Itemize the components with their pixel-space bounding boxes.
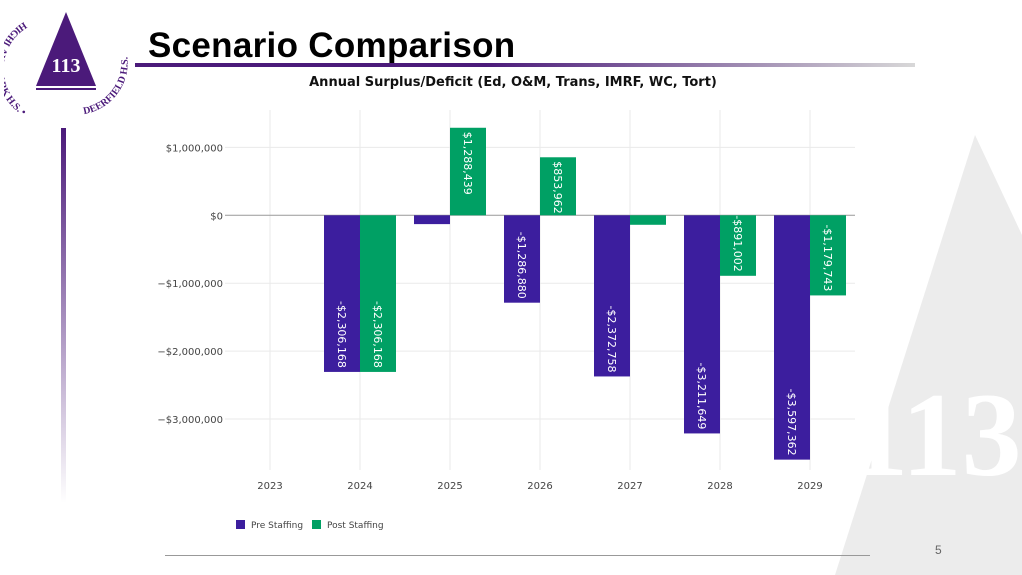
bar-post-staffing [630, 215, 666, 225]
bar-post-staffing [450, 127, 486, 216]
bar-data-label: -$2,306,168 [335, 301, 348, 368]
legend-label: Post Staffing [327, 521, 384, 531]
bar-data-label: $1,288,439 [461, 132, 474, 195]
bar-pre-staffing [774, 215, 810, 460]
bar-post-staffing [540, 157, 576, 216]
y-tick-label: −$2,000,000 [157, 347, 223, 358]
title-underline [135, 63, 915, 67]
slide-title: Scenario Comparison [148, 26, 516, 65]
bar-data-label: -$3,597,362 [785, 389, 798, 456]
page-number: 5 [935, 543, 942, 557]
x-tick-label: 2024 [347, 481, 372, 492]
x-tick-label: 2027 [617, 481, 642, 492]
bar-pre-staffing [684, 215, 720, 434]
bar-pre-staffing [324, 215, 360, 372]
bar-data-label: -$1,286,880 [515, 232, 528, 299]
bar-data-label: -$3,211,649 [695, 362, 708, 429]
bar-post-staffing [360, 215, 396, 372]
y-tick-label: −$1,000,000 [157, 279, 223, 290]
bar-pre-staffing [414, 215, 450, 225]
bar-data-label: -$2,306,168 [371, 301, 384, 368]
svg-text:113: 113 [848, 368, 1021, 501]
bar-data-label: $853,962 [551, 161, 564, 214]
svg-text:113: 113 [52, 55, 81, 77]
logo-watermark: 113 [835, 135, 1022, 575]
left-accent-bar [61, 128, 66, 503]
x-tick-label: 2028 [707, 481, 732, 492]
bar-data-label: -$2,372,758 [605, 305, 618, 372]
bar-post-staffing [720, 215, 756, 276]
y-tick-label: −$3,000,000 [157, 415, 223, 426]
chart-title: Annual Surplus/Deficit (Ed, O&M, Trans, … [309, 75, 717, 90]
bar-post-staffing [810, 215, 846, 296]
legend-swatch [312, 520, 321, 529]
bar-pre-staffing [504, 215, 540, 303]
bar-data-label: -$891,002 [731, 215, 744, 271]
x-tick-label: 2023 [257, 481, 282, 492]
bar-data-label: -$1,179,743 [821, 224, 834, 291]
y-tick-label: $1,000,000 [166, 143, 223, 154]
x-tick-label: 2029 [797, 481, 822, 492]
legend-label: Pre Staffing [251, 521, 303, 531]
y-tick-label: $0 [210, 211, 223, 222]
footer-divider [165, 555, 870, 556]
bar-pre-staffing [594, 215, 630, 377]
x-tick-label: 2026 [527, 481, 552, 492]
x-tick-label: 2025 [437, 481, 462, 492]
district-113-logo: 113 HIGHLAND PARK H.S. • DEERFIELD H.S. [4, 12, 128, 118]
legend-swatch [236, 520, 245, 529]
